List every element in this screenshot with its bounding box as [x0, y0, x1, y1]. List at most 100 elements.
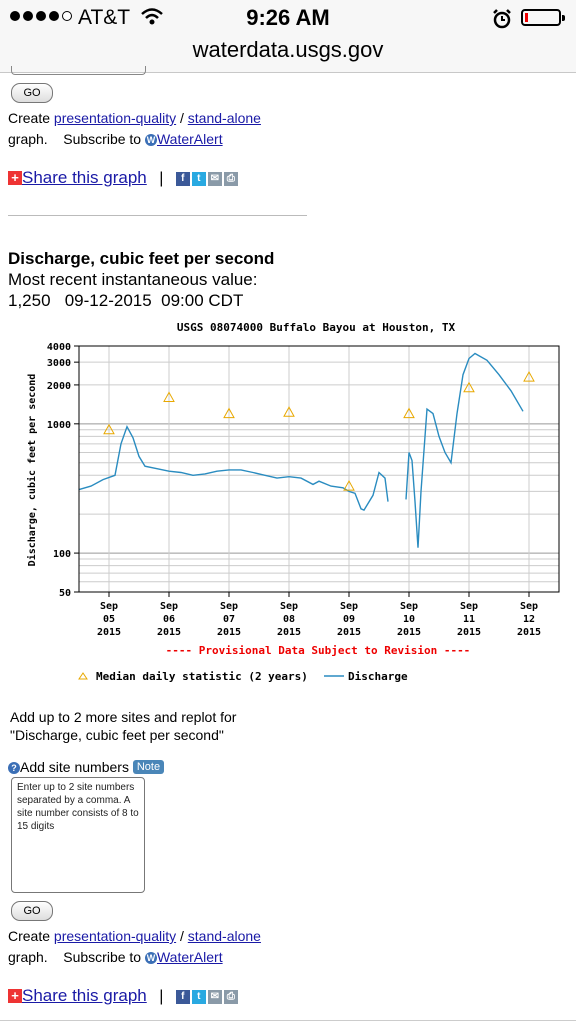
median-marker — [163, 391, 175, 402]
presentation-quality-link[interactable]: presentation-quality — [53, 110, 177, 126]
y-tick-label: 2000 — [47, 381, 71, 392]
add-site-label: Add site numbers — [20, 759, 129, 775]
recent-value-row: 1,250 09-12-2015 09:00 CDT — [8, 291, 243, 311]
status-bar: AT&T 9:26 AM waterdata.usgs.gov — [0, 0, 576, 73]
subscribe-line: graph. Subscribe to W WaterAlert — [8, 131, 223, 147]
x-tick-label: Sep — [220, 601, 238, 612]
subscribe-text: Subscribe to — [63, 131, 142, 147]
recent-date: 09-12-2015 — [64, 291, 152, 310]
x-tick-label: 2015 — [157, 627, 181, 638]
standalone-link[interactable]: stand-alone — [187, 110, 261, 126]
slash-separator: / — [176, 928, 188, 944]
share-row-bottom: + Share this graph | f t ✉ ⎙ — [8, 986, 240, 1006]
divider — [8, 215, 307, 216]
legend-median-marker — [78, 672, 88, 680]
discharge-title: Discharge, cubic feet per second — [8, 249, 275, 268]
median-marker — [283, 406, 295, 417]
battery-icon — [521, 9, 565, 26]
share-plus-icon: + — [8, 171, 22, 185]
facebook-icon[interactable]: f — [175, 172, 190, 186]
y-tick-label: 50 — [59, 588, 71, 599]
bottom-divider — [0, 1020, 576, 1021]
x-tick-label: Sep — [460, 601, 478, 612]
help-icon[interactable]: ? — [8, 762, 20, 774]
url-bar[interactable]: waterdata.usgs.gov — [192, 37, 384, 62]
x-tick-label: Sep — [100, 601, 118, 612]
x-tick-label: 2015 — [457, 627, 481, 638]
median-marker — [223, 407, 235, 419]
x-tick-label: 2015 — [97, 627, 121, 638]
print-icon[interactable]: ⎙ — [223, 172, 238, 186]
share-graph-link[interactable]: Share this graph — [22, 986, 147, 1005]
y-axis-label: Discharge, cubic feet per second — [26, 374, 38, 567]
discharge-line — [78, 424, 389, 511]
x-tick-label: 2015 — [217, 627, 241, 638]
go-button-bottom[interactable]: GO — [11, 901, 53, 921]
alarm-icon — [493, 9, 511, 29]
x-tick-label: 2015 — [337, 627, 361, 638]
subscribe-line-bottom: graph. Subscribe to W WaterAlert — [8, 949, 223, 965]
legend-discharge-label: Discharge — [348, 670, 408, 683]
y-tick-label: 3000 — [47, 358, 71, 369]
presentation-quality-link[interactable]: presentation-quality — [53, 928, 177, 944]
plot-frame — [78, 345, 560, 593]
site-input-edge[interactable] — [11, 66, 146, 75]
x-tick-label: 08 — [283, 614, 295, 625]
x-tick-label: 2015 — [277, 627, 301, 638]
wifi-icon — [141, 8, 163, 25]
recent-time: 09:00 CDT — [161, 291, 244, 310]
x-tick-label: Sep — [280, 601, 298, 612]
twitter-icon[interactable]: t — [191, 172, 206, 186]
graph-text: graph. — [8, 131, 48, 147]
go-button[interactable]: GO — [11, 83, 53, 103]
discharge-line — [405, 352, 524, 548]
signal-strength-icon — [10, 11, 72, 21]
median-marker — [103, 423, 115, 435]
median-marker — [523, 371, 535, 382]
x-tick-label: 12 — [523, 614, 535, 625]
x-tick-label: Sep — [400, 601, 418, 612]
wateralert-link[interactable]: WaterAlert — [156, 131, 223, 147]
email-icon[interactable]: ✉ — [207, 990, 222, 1004]
x-tick-label: Sep — [160, 601, 178, 612]
share-separator: | — [159, 170, 164, 187]
x-tick-label: 2015 — [517, 627, 541, 638]
slash-separator: / — [176, 110, 188, 126]
create-prefix: Create — [8, 110, 54, 126]
note-badge[interactable]: Note — [132, 760, 165, 774]
email-icon[interactable]: ✉ — [207, 172, 222, 186]
x-tick-label: 06 — [163, 614, 175, 625]
facebook-icon[interactable]: f — [175, 990, 190, 1004]
median-marker — [403, 407, 415, 419]
x-tick-label: 05 — [103, 614, 115, 625]
median-marker — [463, 381, 475, 393]
subscribe-text: Subscribe to — [63, 949, 142, 965]
chart-title: USGS 08074000 Buffalo Bayou at Houston, … — [177, 321, 456, 334]
twitter-icon[interactable]: t — [191, 990, 206, 1004]
wateralert-icon: W — [144, 134, 157, 146]
carrier-label: AT&T — [78, 6, 131, 29]
graph-text: graph. — [8, 949, 48, 965]
create-prefix: Create — [8, 928, 54, 944]
replot-line-1: Add up to 2 more sites and replot for — [10, 709, 237, 725]
recent-value: 1,250 — [8, 291, 51, 310]
y-tick-label: 1000 — [47, 420, 71, 431]
share-row: + Share this graph | f t ✉ ⎙ — [8, 168, 240, 188]
wateralert-icon: W — [144, 952, 157, 964]
replot-line-2: "Discharge, cubic feet per second" — [10, 727, 224, 743]
clock-time: 9:26 AM — [246, 5, 330, 30]
site-numbers-input[interactable]: Enter up to 2 site numbers separated by … — [11, 777, 145, 893]
standalone-link[interactable]: stand-alone — [187, 928, 261, 944]
legend-median-label: Median daily statistic (2 years) — [96, 670, 308, 683]
y-tick-label: 4000 — [47, 342, 71, 353]
share-graph-link[interactable]: Share this graph — [22, 168, 147, 187]
create-line: Create presentation-quality / stand-alon… — [8, 110, 261, 126]
x-tick-label: 10 — [403, 614, 415, 625]
print-icon[interactable]: ⎙ — [223, 990, 238, 1004]
wateralert-link[interactable]: WaterAlert — [156, 949, 223, 965]
create-line-bottom: Create presentation-quality / stand-alon… — [8, 928, 261, 944]
x-tick-label: Sep — [520, 601, 538, 612]
chart-legend: Median daily statistic (2 years) Dischar… — [78, 670, 408, 683]
share-plus-icon: + — [8, 989, 22, 1003]
median-marker — [343, 480, 355, 491]
